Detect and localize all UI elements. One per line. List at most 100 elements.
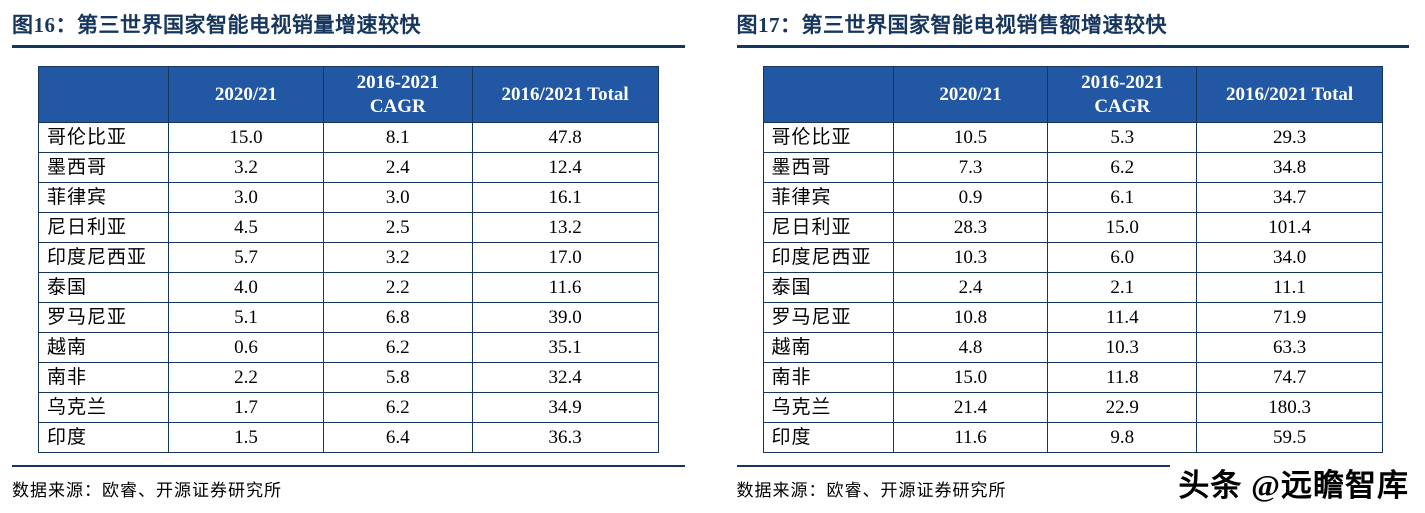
- figure-16-table-container: 2020/21 2016-2021 CAGR 2016/2021 Total 哥伦比亚…: [12, 48, 685, 453]
- row-label: 越南: [762, 332, 894, 363]
- value-cell: 3.0: [168, 182, 324, 213]
- table-row: 印度尼西亚 10.3 6.0 34.0: [762, 242, 1383, 273]
- value-cell: 10.3: [1047, 332, 1198, 363]
- value-cell: 63.3: [1196, 332, 1383, 363]
- column-header: 2020/21: [168, 66, 324, 123]
- table-row: 南非 2.2 5.8 32.4: [37, 362, 659, 393]
- value-cell: 4.5: [168, 212, 324, 243]
- row-label: 越南: [37, 332, 170, 363]
- data-table: 2020/21 2016-2021 CAGR 2016/2021 Total 哥伦比亚…: [762, 66, 1384, 453]
- row-label: 乌克兰: [762, 392, 894, 423]
- row-label: 哥伦比亚: [37, 122, 170, 153]
- value-cell: 2.2: [168, 362, 324, 393]
- column-header: 2020/21: [892, 66, 1049, 123]
- value-cell: 16.1: [471, 182, 659, 213]
- row-label: 南非: [762, 362, 894, 393]
- table-row: 尼日利亚 28.3 15.0 101.4: [762, 212, 1383, 243]
- data-table: 2020/21 2016-2021 CAGR 2016/2021 Total 哥伦比亚…: [37, 66, 659, 453]
- value-cell: 6.4: [322, 422, 473, 453]
- row-label: 尼日利亚: [37, 212, 170, 243]
- table-row: 印度尼西亚 5.7 3.2 17.0: [37, 242, 659, 273]
- row-label: 泰国: [37, 272, 170, 303]
- value-cell: 6.8: [322, 302, 473, 333]
- value-cell: 29.3: [1196, 122, 1383, 153]
- header-row: 2020/21 2016-2021 CAGR 2016/2021 Total: [762, 66, 1383, 123]
- value-cell: 8.1: [322, 122, 473, 153]
- table-row: 菲律宾 0.9 6.1 34.7: [762, 182, 1383, 213]
- value-cell: 2.2: [322, 272, 473, 303]
- value-cell: 10.8: [892, 302, 1049, 333]
- value-cell: 34.7: [1196, 182, 1383, 213]
- table-row: 印度 1.5 6.4 36.3: [37, 422, 659, 453]
- value-cell: 32.4: [471, 362, 659, 393]
- table-row: 哥伦比亚 10.5 5.3 29.3: [762, 122, 1383, 153]
- value-cell: 3.2: [168, 152, 324, 183]
- value-cell: 7.3: [892, 152, 1049, 183]
- value-cell: 36.3: [471, 422, 659, 453]
- figure-16-title: 图16：第三世界国家智能电视销量增速较快: [12, 12, 685, 48]
- value-cell: 3.2: [322, 242, 473, 273]
- table-row: 罗马尼亚 10.8 11.4 71.9: [762, 302, 1383, 333]
- figure-17: 图17：第三世界国家智能电视销售额增速较快 2020/21 2016-2021 C…: [736, 12, 1410, 501]
- value-cell: 34.0: [1196, 242, 1383, 273]
- value-cell: 4.8: [892, 332, 1049, 363]
- table-row: 墨西哥 3.2 2.4 12.4: [37, 152, 659, 183]
- value-cell: 17.0: [471, 242, 659, 273]
- value-cell: 6.2: [1047, 152, 1198, 183]
- value-cell: 5.7: [168, 242, 324, 273]
- table-row: 尼日利亚 4.5 2.5 13.2: [37, 212, 659, 243]
- column-header: 2016-2021 CAGR: [322, 66, 473, 123]
- row-label: 尼日利亚: [762, 212, 894, 243]
- value-cell: 6.1: [1047, 182, 1198, 213]
- column-header: [37, 66, 170, 123]
- value-cell: 10.3: [892, 242, 1049, 273]
- table-row: 越南 4.8 10.3 63.3: [762, 332, 1383, 363]
- value-cell: 22.9: [1047, 392, 1198, 423]
- row-label: 泰国: [762, 272, 894, 303]
- table-row: 泰国 4.0 2.2 11.6: [37, 272, 659, 303]
- table-row: 乌克兰 21.4 22.9 180.3: [762, 392, 1383, 423]
- row-label: 印度: [37, 422, 170, 453]
- column-header: 2016-2021 CAGR: [1047, 66, 1198, 123]
- row-label: 哥伦比亚: [762, 122, 894, 153]
- table-row: 墨西哥 7.3 6.2 34.8: [762, 152, 1383, 183]
- value-cell: 71.9: [1196, 302, 1383, 333]
- value-cell: 9.8: [1047, 422, 1198, 453]
- header-row: 2020/21 2016-2021 CAGR 2016/2021 Total: [37, 66, 659, 123]
- row-label: 印度尼西亚: [37, 242, 170, 273]
- watermark: 头条 @远瞻智库: [1170, 460, 1409, 505]
- table-row: 南非 15.0 11.8 74.7: [762, 362, 1383, 393]
- value-cell: 15.0: [168, 122, 324, 153]
- row-label: 墨西哥: [37, 152, 170, 183]
- value-cell: 6.0: [1047, 242, 1198, 273]
- value-cell: 34.9: [471, 392, 659, 423]
- value-cell: 74.7: [1196, 362, 1383, 393]
- column-header: 2016/2021 Total: [1196, 66, 1383, 123]
- value-cell: 11.6: [892, 422, 1049, 453]
- row-label: 印度尼西亚: [762, 242, 894, 273]
- value-cell: 35.1: [471, 332, 659, 363]
- value-cell: 59.5: [1196, 422, 1383, 453]
- value-cell: 11.8: [1047, 362, 1198, 393]
- value-cell: 15.0: [892, 362, 1049, 393]
- value-cell: 6.2: [322, 332, 473, 363]
- table-row: 菲律宾 3.0 3.0 16.1: [37, 182, 659, 213]
- figure-17-source-note: 数据来源：欧睿、开源证券研究所: [736, 465, 1409, 501]
- value-cell: 11.4: [1047, 302, 1198, 333]
- table-row: 哥伦比亚 15.0 8.1 47.8: [37, 122, 659, 153]
- value-cell: 39.0: [471, 302, 659, 333]
- value-cell: 11.1: [1196, 272, 1383, 303]
- figure-17-table-container: 2020/21 2016-2021 CAGR 2016/2021 Total 哥伦比亚…: [737, 48, 1410, 453]
- value-cell: 0.9: [892, 182, 1049, 213]
- value-cell: 12.4: [471, 152, 659, 183]
- value-cell: 10.5: [892, 122, 1049, 153]
- value-cell: 11.6: [471, 272, 659, 303]
- column-header: [762, 66, 894, 123]
- row-label: 菲律宾: [762, 182, 894, 213]
- value-cell: 21.4: [892, 392, 1049, 423]
- value-cell: 3.0: [322, 182, 473, 213]
- value-cell: 1.7: [168, 392, 324, 423]
- value-cell: 15.0: [1047, 212, 1198, 243]
- figure-16: 图16：第三世界国家智能电视销量增速较快 2020/21 2016-2021 CA…: [12, 12, 685, 501]
- figure-17-title: 图17：第三世界国家智能电视销售额增速较快: [736, 12, 1409, 48]
